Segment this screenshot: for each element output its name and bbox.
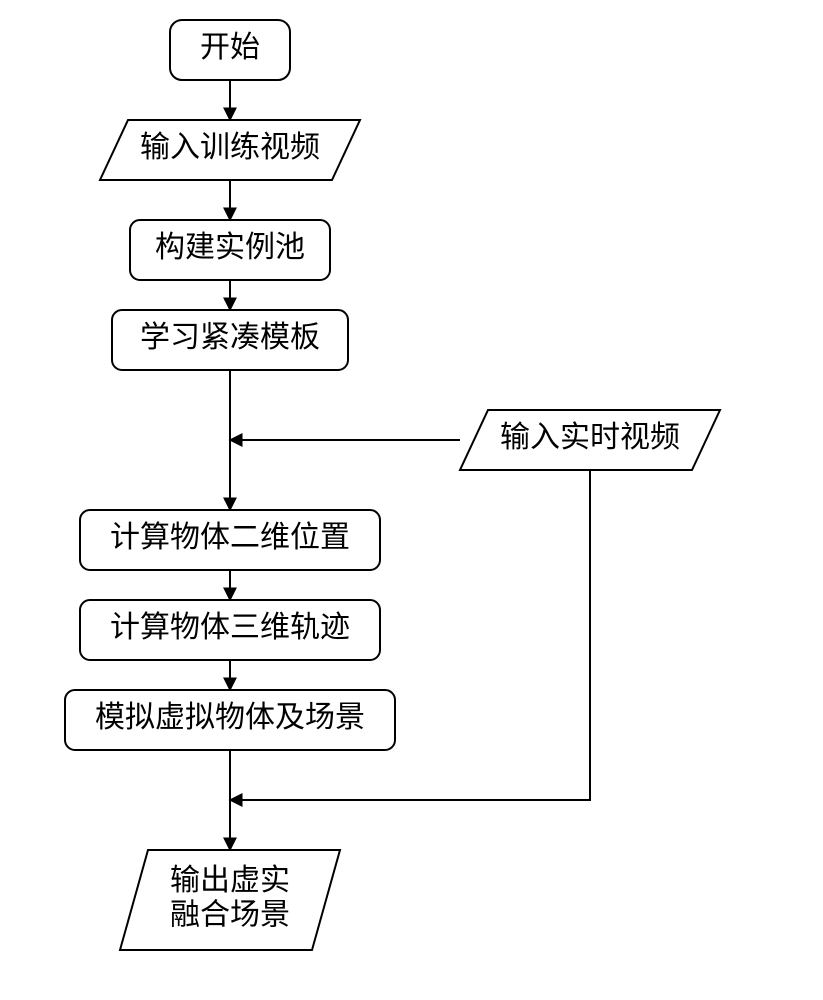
node-p4: 计算物体三维轨迹 xyxy=(80,600,380,660)
node-p2: 学习紧凑模板 xyxy=(112,310,348,370)
flowchart-canvas: 开始输入训练视频构建实例池学习紧凑模板输入实时视频计算物体二维位置计算物体三维轨… xyxy=(0,0,823,1000)
node-start: 开始 xyxy=(170,20,290,80)
p4-label: 计算物体三维轨迹 xyxy=(110,611,350,644)
node-p5: 模拟虚拟物体及场景 xyxy=(65,690,395,750)
p5-label: 模拟虚拟物体及场景 xyxy=(95,701,365,734)
out-label: 输出虚实融合场景 xyxy=(170,864,290,932)
node-p3: 计算物体二维位置 xyxy=(80,510,380,570)
node-out: 输出虚实融合场景 xyxy=(120,850,340,950)
node-in1: 输入训练视频 xyxy=(100,120,360,180)
p1-label: 构建实例池 xyxy=(155,231,305,264)
in1-label: 输入训练视频 xyxy=(140,131,320,164)
start-label: 开始 xyxy=(200,31,260,64)
p2-label: 学习紧凑模板 xyxy=(140,321,320,354)
node-p1: 构建实例池 xyxy=(130,220,330,280)
node-in2: 输入实时视频 xyxy=(460,410,720,470)
p3-label: 计算物体二维位置 xyxy=(110,521,350,554)
in2-label: 输入实时视频 xyxy=(500,421,680,454)
